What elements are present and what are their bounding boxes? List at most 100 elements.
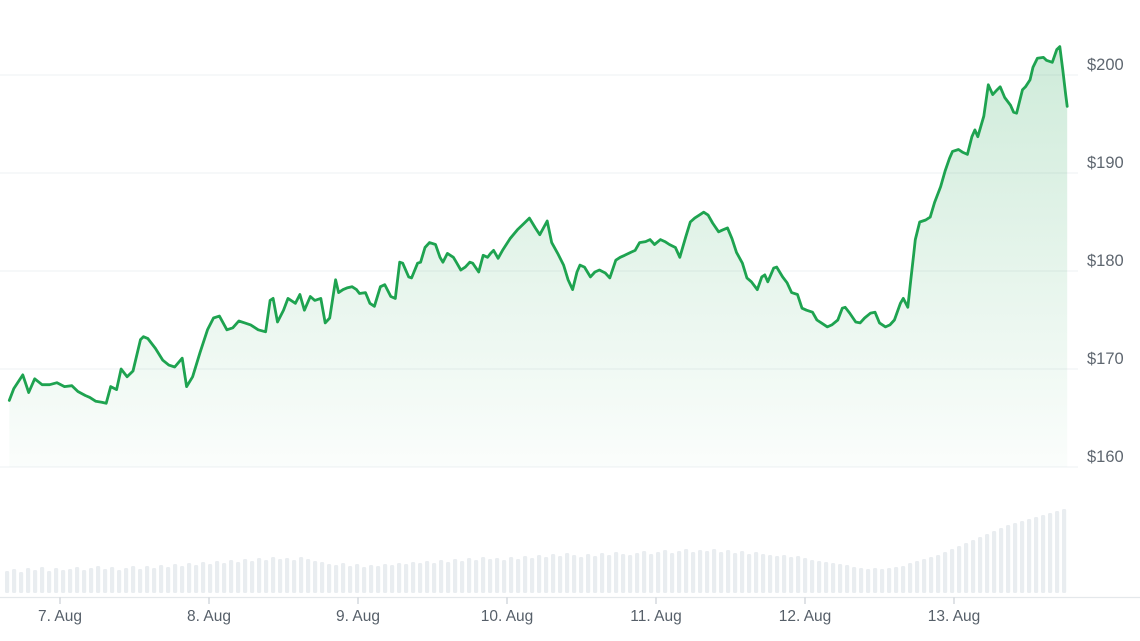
volume-bar (369, 565, 374, 593)
volume-bar (733, 553, 738, 593)
volume-bar (68, 569, 73, 593)
x-axis (0, 596, 1140, 604)
volume-bar (110, 567, 115, 593)
volume-bar (600, 553, 605, 593)
volume-bar (824, 562, 829, 593)
y-axis-label: $170 (1087, 350, 1124, 368)
volume-bar (173, 564, 178, 593)
volume-bar (873, 568, 878, 593)
volume-bar (96, 566, 101, 593)
volume-bar (145, 566, 150, 593)
volume-bar (929, 557, 934, 593)
volume-bar (229, 560, 234, 593)
volume-bar (82, 570, 87, 593)
volume-bar (922, 559, 927, 593)
volume-bar (236, 562, 241, 593)
volume-bar (334, 565, 339, 593)
volume-bar (397, 563, 402, 593)
volume-bar (12, 569, 17, 593)
x-axis-label: 11. Aug (630, 608, 681, 625)
volume-bar (383, 564, 388, 593)
volume-bar (502, 560, 507, 593)
volume-bar (1013, 523, 1018, 593)
volume-bar (936, 555, 941, 593)
volume-bar (537, 555, 542, 593)
volume-bar (999, 528, 1004, 593)
volume-bar (425, 561, 430, 593)
volume-bar (761, 554, 766, 593)
axis-labels: $200 $190 $180 $170 $160 7. Aug 8. Aug 9. Aug 10… (38, 56, 1124, 625)
volume-bar (376, 566, 381, 593)
volume-bar (474, 560, 479, 593)
volume-bar (684, 549, 689, 593)
volume-bar (901, 566, 906, 593)
volume-bar (5, 571, 10, 593)
volume-bar (75, 567, 80, 593)
volume-bar (915, 561, 920, 593)
volume-bar (278, 559, 283, 593)
volume-bar (614, 552, 619, 593)
volume-bar (957, 546, 962, 593)
volume-bar (187, 563, 192, 593)
volume-bar (61, 570, 66, 593)
volume-bar (488, 559, 493, 593)
price-line-path (7, 45, 1069, 405)
volume-bar (740, 551, 745, 593)
volume-bar (530, 558, 535, 593)
volume-bar (887, 568, 892, 593)
chart-hover-area[interactable] (0, 0, 1080, 597)
volume-bar (180, 566, 185, 593)
volume-bar (495, 558, 500, 593)
volume-bar (803, 558, 808, 593)
x-axis-label: 10. Aug (481, 608, 534, 625)
volume-bar (817, 561, 822, 593)
price-area (9, 46, 1068, 467)
volume-bar (1041, 515, 1046, 593)
volume-bar (355, 564, 360, 593)
volume-bar (705, 551, 710, 593)
volume-bar (579, 557, 584, 593)
volume-bar (131, 566, 136, 593)
x-axis-label: 12. Aug (779, 608, 832, 625)
volume-bar (845, 565, 850, 593)
volume-bar (572, 555, 577, 593)
volume-bar (243, 559, 248, 593)
volume-bar (1027, 519, 1032, 593)
volume-bar (775, 556, 780, 593)
volume-bar (607, 555, 612, 593)
volume-bar (677, 551, 682, 593)
x-axis-label: 13. Aug (928, 608, 981, 625)
volume-bar (299, 557, 304, 593)
volume-bar (593, 556, 598, 593)
volume-bar (47, 571, 52, 593)
volume-bar (810, 560, 815, 593)
volume-bar (782, 555, 787, 593)
y-axis-label: $180 (1087, 252, 1124, 270)
volume-bar (789, 557, 794, 593)
volume-bar (586, 554, 591, 593)
volume-bar (201, 562, 206, 593)
volume-bar (698, 550, 703, 593)
volume-bar (691, 552, 696, 593)
volume-bar (1006, 525, 1011, 593)
volume-bar (257, 558, 262, 593)
volume-bar (271, 557, 276, 593)
volume-bar (222, 563, 227, 593)
volume-bar (796, 556, 801, 593)
x-axis-label: 8. Aug (187, 608, 231, 625)
volume-bar (1034, 517, 1039, 593)
volume-bar (544, 557, 549, 593)
volume-bar (992, 531, 997, 593)
volume-bar (964, 543, 969, 593)
volume-bar (719, 552, 724, 593)
volume-bar (943, 552, 948, 593)
volume-bar (152, 568, 157, 593)
volume-bars (5, 509, 1067, 593)
volume-bar (768, 555, 773, 593)
volume-bar (852, 567, 857, 593)
volume-bar (306, 559, 311, 593)
volume-bar (439, 560, 444, 593)
volume-bar (866, 569, 871, 593)
volume-bar (26, 568, 31, 593)
